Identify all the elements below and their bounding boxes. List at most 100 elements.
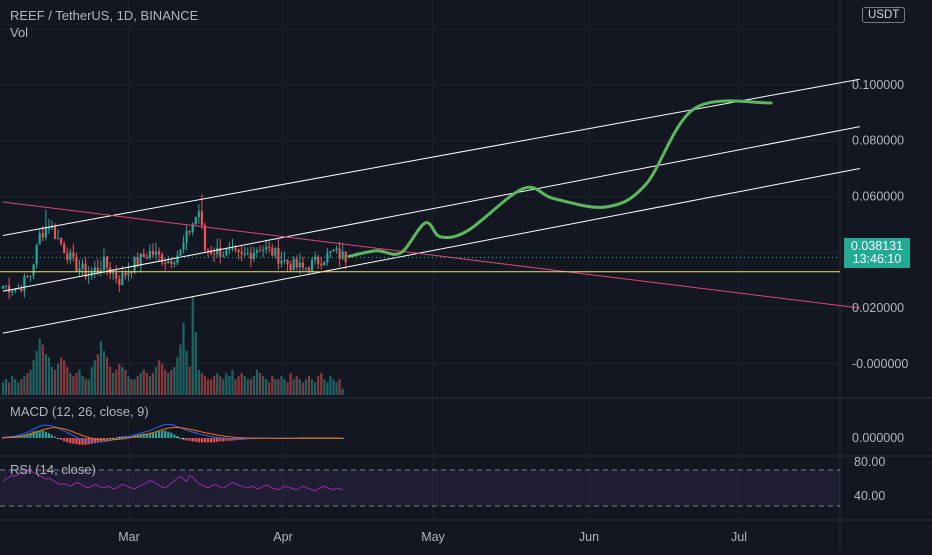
candle-body xyxy=(295,258,298,268)
macd-histogram-bar xyxy=(69,438,72,444)
macd-histogram-bar xyxy=(225,438,228,441)
volume-bar xyxy=(26,372,29,395)
macd-histogram-bar xyxy=(157,431,161,438)
candle-body xyxy=(209,250,213,254)
candle-body xyxy=(78,268,81,271)
volume-bar xyxy=(121,366,124,395)
macd-histogram-bar xyxy=(60,438,63,440)
macd-histogram-bar xyxy=(109,438,112,439)
x-tick-label: Apr xyxy=(273,530,292,544)
volume-bar xyxy=(219,376,222,395)
signal-line xyxy=(3,427,343,441)
candle-body xyxy=(1,285,5,289)
candle-body xyxy=(35,244,38,265)
volume-bar xyxy=(338,379,341,395)
candle-body xyxy=(289,264,292,271)
macd-histogram-bar xyxy=(130,435,133,438)
volume-bar xyxy=(332,379,335,395)
volume-bar xyxy=(317,376,320,395)
volume-bar xyxy=(47,357,50,395)
macd-histogram-bar xyxy=(72,438,75,444)
macd-histogram-bar xyxy=(115,437,118,439)
volume-bar xyxy=(118,363,121,395)
volume-bar xyxy=(136,376,139,395)
candle-body xyxy=(332,249,335,252)
candle-body xyxy=(277,248,280,264)
candle-body xyxy=(170,261,173,265)
volume-bar xyxy=(243,376,246,395)
volume-bar xyxy=(148,376,151,395)
channel-line xyxy=(2,78,860,236)
x-tick-label: Jun xyxy=(579,530,599,544)
volume-bar xyxy=(29,369,32,395)
macd-histogram-bar xyxy=(66,438,69,443)
price-tick-label: 0.060000 xyxy=(852,189,904,203)
macd-histogram-bar xyxy=(154,432,158,438)
candle-body xyxy=(197,211,200,217)
volume-bar xyxy=(182,322,185,395)
candle-body xyxy=(213,253,216,255)
candle-body xyxy=(200,211,203,226)
volume-bar xyxy=(179,344,182,395)
volume-pane xyxy=(1,297,344,395)
volume-bar xyxy=(90,366,93,395)
candle-body xyxy=(188,230,191,233)
macd-histogram-bar xyxy=(182,438,185,440)
candle-body xyxy=(283,259,286,261)
volume-bar xyxy=(301,382,304,395)
macd-histogram-bar xyxy=(228,438,231,441)
candle-body xyxy=(252,252,256,259)
volume-bar xyxy=(249,379,252,395)
volume-bar xyxy=(237,376,240,395)
projection-curve xyxy=(347,99,773,258)
macd-histogram-bar xyxy=(84,438,87,445)
volume-bar xyxy=(173,366,176,395)
volume-bar xyxy=(320,372,323,395)
trend-line xyxy=(2,201,860,309)
volume-bar xyxy=(307,376,311,395)
volume-bar xyxy=(4,379,8,395)
rsi-label[interactable]: RSI (14, close) xyxy=(10,462,96,477)
macd-label[interactable]: MACD (12, 26, close, 9) xyxy=(10,404,149,419)
candle-body xyxy=(115,272,118,280)
volume-bar xyxy=(176,357,179,395)
macd-histogram-bar xyxy=(29,432,32,438)
macd-histogram-bar xyxy=(170,432,173,438)
candle-body xyxy=(176,255,179,263)
currency-button[interactable]: USDT xyxy=(862,7,906,23)
candle-body xyxy=(93,267,96,272)
volume-bar xyxy=(277,379,280,395)
candle-body xyxy=(148,250,151,259)
candle-body xyxy=(243,253,246,255)
candle-body xyxy=(90,271,93,276)
candle-body xyxy=(124,272,127,276)
volume-bar xyxy=(222,379,225,395)
candle-body xyxy=(84,263,87,277)
volume-bar xyxy=(72,376,75,395)
volume-bar xyxy=(280,376,283,395)
macd-histogram-bar xyxy=(167,431,170,438)
volume-bar xyxy=(63,360,66,395)
candle-body xyxy=(237,249,240,252)
macd-histogram-bar xyxy=(209,438,213,443)
volume-bar xyxy=(157,360,161,395)
drawings[interactable] xyxy=(0,78,860,334)
macd-histogram-bar xyxy=(231,438,234,441)
candle-body xyxy=(81,263,84,269)
candle-body xyxy=(307,267,311,271)
volume-bar xyxy=(197,369,200,395)
volume-bar xyxy=(271,376,274,395)
volume-bar xyxy=(289,372,292,395)
candle-body xyxy=(47,227,50,229)
volume-label: Vol xyxy=(10,25,29,40)
volume-bar xyxy=(231,369,234,395)
volume-bar xyxy=(206,379,210,395)
volume-bar xyxy=(78,369,81,395)
candle-body xyxy=(265,246,268,250)
volume-bar xyxy=(139,372,142,395)
volume-bar xyxy=(246,379,249,395)
macd-histogram-bar xyxy=(222,438,225,442)
candle-body xyxy=(154,251,158,255)
